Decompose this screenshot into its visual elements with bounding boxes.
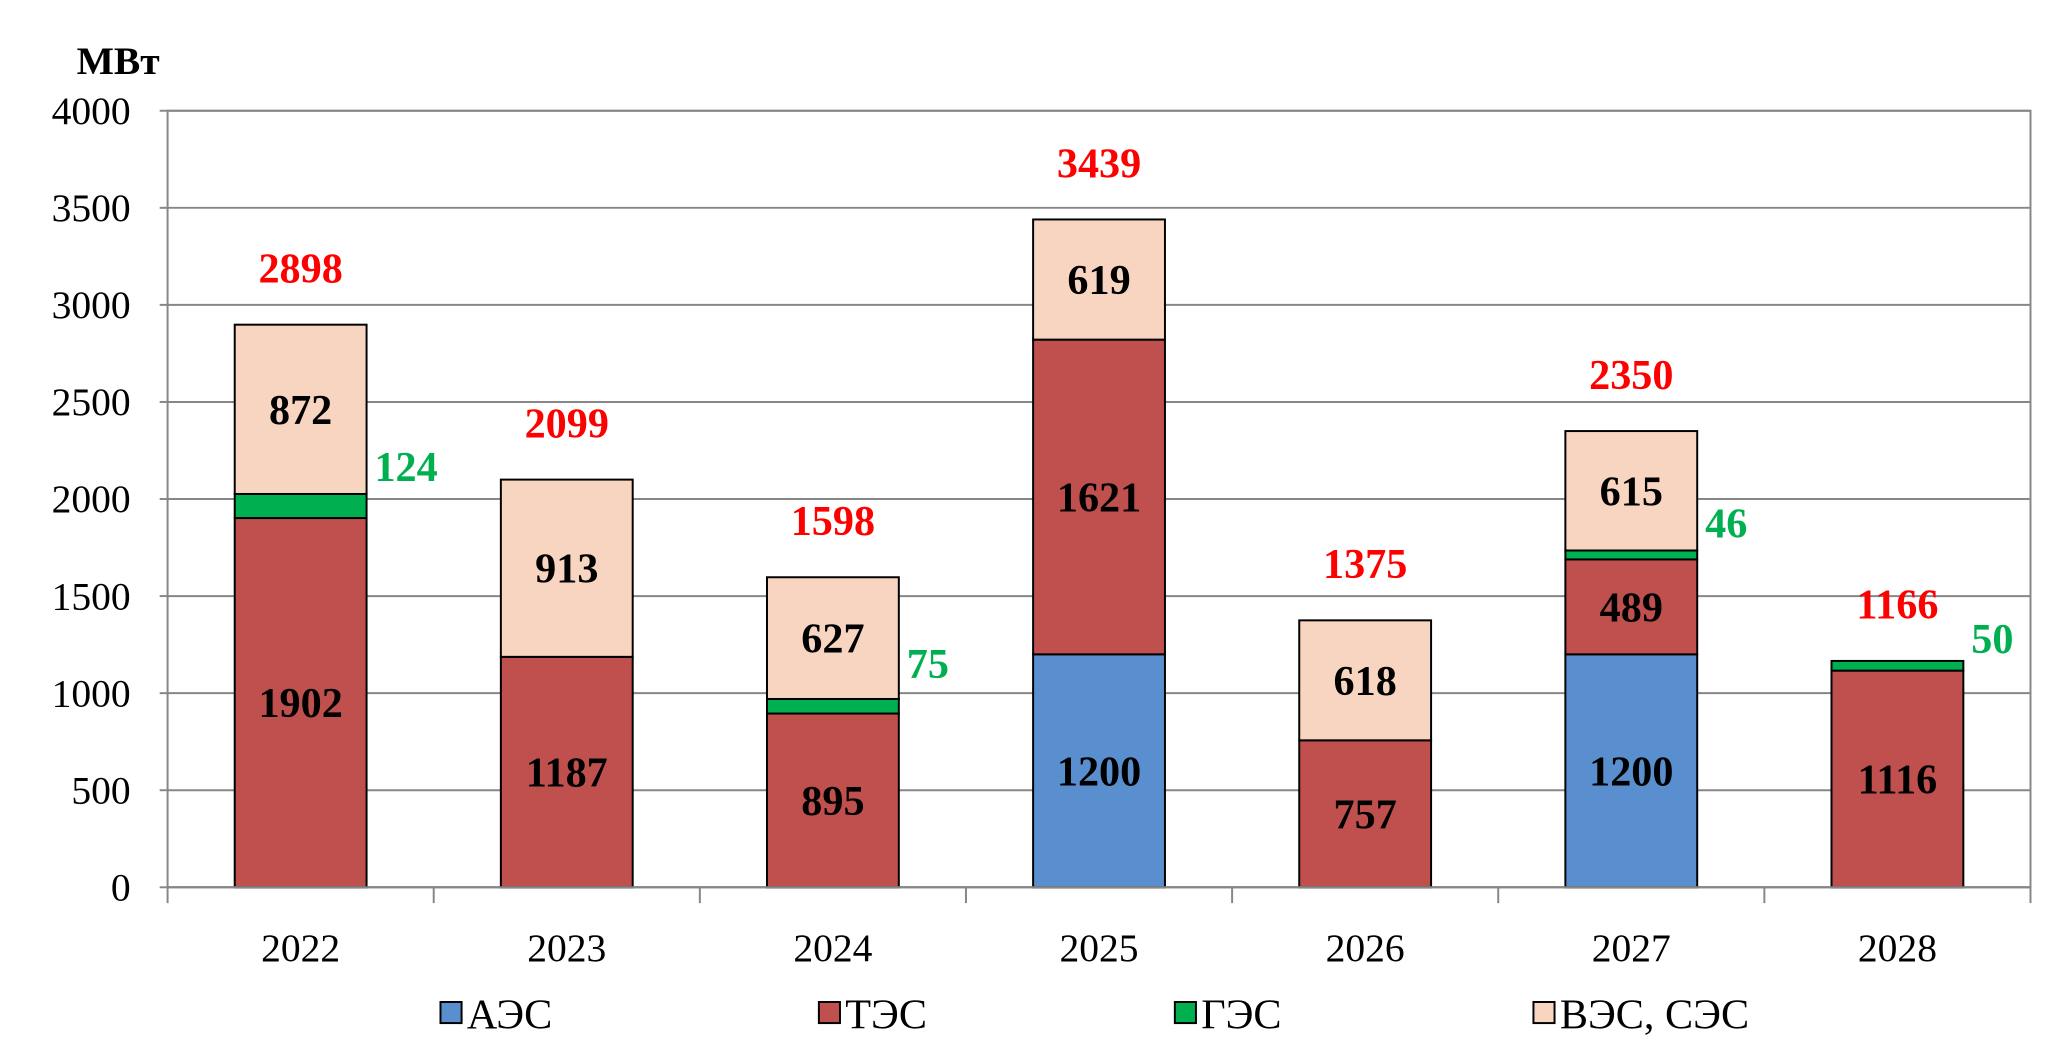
x-tick-label: 2026 — [1326, 926, 1405, 970]
hydro-value-label: 46 — [1705, 500, 1747, 547]
y-tick-label: 3000 — [52, 283, 131, 327]
bar-segment-3 — [1564, 430, 1699, 552]
legend-label: ВЭС, СЭС — [1560, 991, 1749, 1038]
x-tick-label: 2027 — [1592, 926, 1671, 970]
total-value-label: 1598 — [791, 498, 875, 545]
segment-value-label: 1200 — [1057, 748, 1141, 795]
segment-value-label: 618 — [1334, 658, 1397, 705]
segment-value-label: 895 — [801, 778, 864, 825]
x-tick-label: 2023 — [527, 926, 606, 970]
bar-segment-2 — [233, 492, 368, 520]
y-tick-label: 2000 — [52, 477, 131, 521]
y-tick-label: 3500 — [52, 186, 131, 230]
legend-label: АЭС — [467, 991, 552, 1038]
y-tick-label: 4000 — [52, 89, 131, 133]
segment-value-label: 1200 — [1589, 748, 1673, 795]
bar-segment-3 — [499, 478, 634, 658]
bar-segment-1 — [1830, 669, 1965, 889]
bar-segment-3 — [765, 576, 900, 700]
total-value-label: 3439 — [1057, 140, 1141, 187]
y-tick-label: 0 — [111, 865, 131, 909]
segment-value-label: 615 — [1600, 468, 1663, 515]
bar-segment-0 — [1564, 653, 1699, 889]
total-value-label: 1375 — [1323, 541, 1407, 588]
hydro-value-label: 75 — [907, 641, 949, 688]
bar-segment-1 — [765, 712, 900, 889]
legend-label: ГЭС — [1201, 991, 1281, 1038]
legend-label: ТЭС — [845, 991, 927, 1038]
total-value-label: 2099 — [525, 401, 609, 448]
segment-value-label: 1902 — [258, 680, 342, 727]
bar-segment-1 — [1564, 558, 1699, 656]
segment-value-label: 913 — [535, 546, 598, 593]
x-tick-label: 2024 — [793, 926, 872, 970]
y-tick-label: 2500 — [52, 380, 131, 424]
total-value-label: 2350 — [1589, 352, 1673, 399]
segment-value-label: 872 — [269, 387, 332, 434]
bar-segment-3 — [233, 323, 368, 495]
bar-segment-1 — [233, 517, 368, 889]
bar-segment-2 — [1830, 659, 1965, 672]
y-tick-label: 1500 — [52, 574, 131, 618]
bar-segment-3 — [1298, 619, 1433, 742]
total-value-label: 2898 — [258, 245, 342, 292]
bar-segment-2 — [765, 697, 900, 715]
y-axis-label: МВт — [77, 39, 160, 83]
x-tick-label: 2022 — [261, 926, 340, 970]
segment-value-label: 489 — [1600, 584, 1663, 631]
legend-swatch — [1173, 1001, 1197, 1025]
legend-swatch — [439, 1001, 463, 1025]
segment-value-label: 1621 — [1057, 474, 1141, 521]
legend-swatch — [1532, 1001, 1556, 1025]
hydro-value-label: 124 — [374, 444, 437, 491]
segment-value-label: 619 — [1067, 257, 1130, 304]
segment-value-label: 627 — [801, 616, 864, 663]
bar-segment-0 — [1032, 653, 1166, 889]
bar-segment-3 — [1032, 218, 1166, 341]
bar-segment-1 — [1032, 338, 1166, 656]
x-tick-label: 2028 — [1858, 926, 1937, 970]
segment-value-label: 757 — [1334, 791, 1397, 838]
y-tick-label: 1000 — [52, 671, 131, 715]
x-tick-label: 2025 — [1059, 926, 1138, 970]
y-tick-label: 500 — [71, 768, 130, 812]
bar-segment-1 — [1298, 739, 1433, 889]
legend-swatch — [817, 1001, 841, 1025]
total-value-label: 1166 — [1856, 582, 1938, 629]
hydro-value-label: 50 — [1971, 616, 2013, 663]
bar-segment-2 — [1564, 549, 1699, 561]
segment-value-label: 1116 — [1858, 756, 1938, 803]
segment-value-label: 1187 — [526, 750, 608, 797]
